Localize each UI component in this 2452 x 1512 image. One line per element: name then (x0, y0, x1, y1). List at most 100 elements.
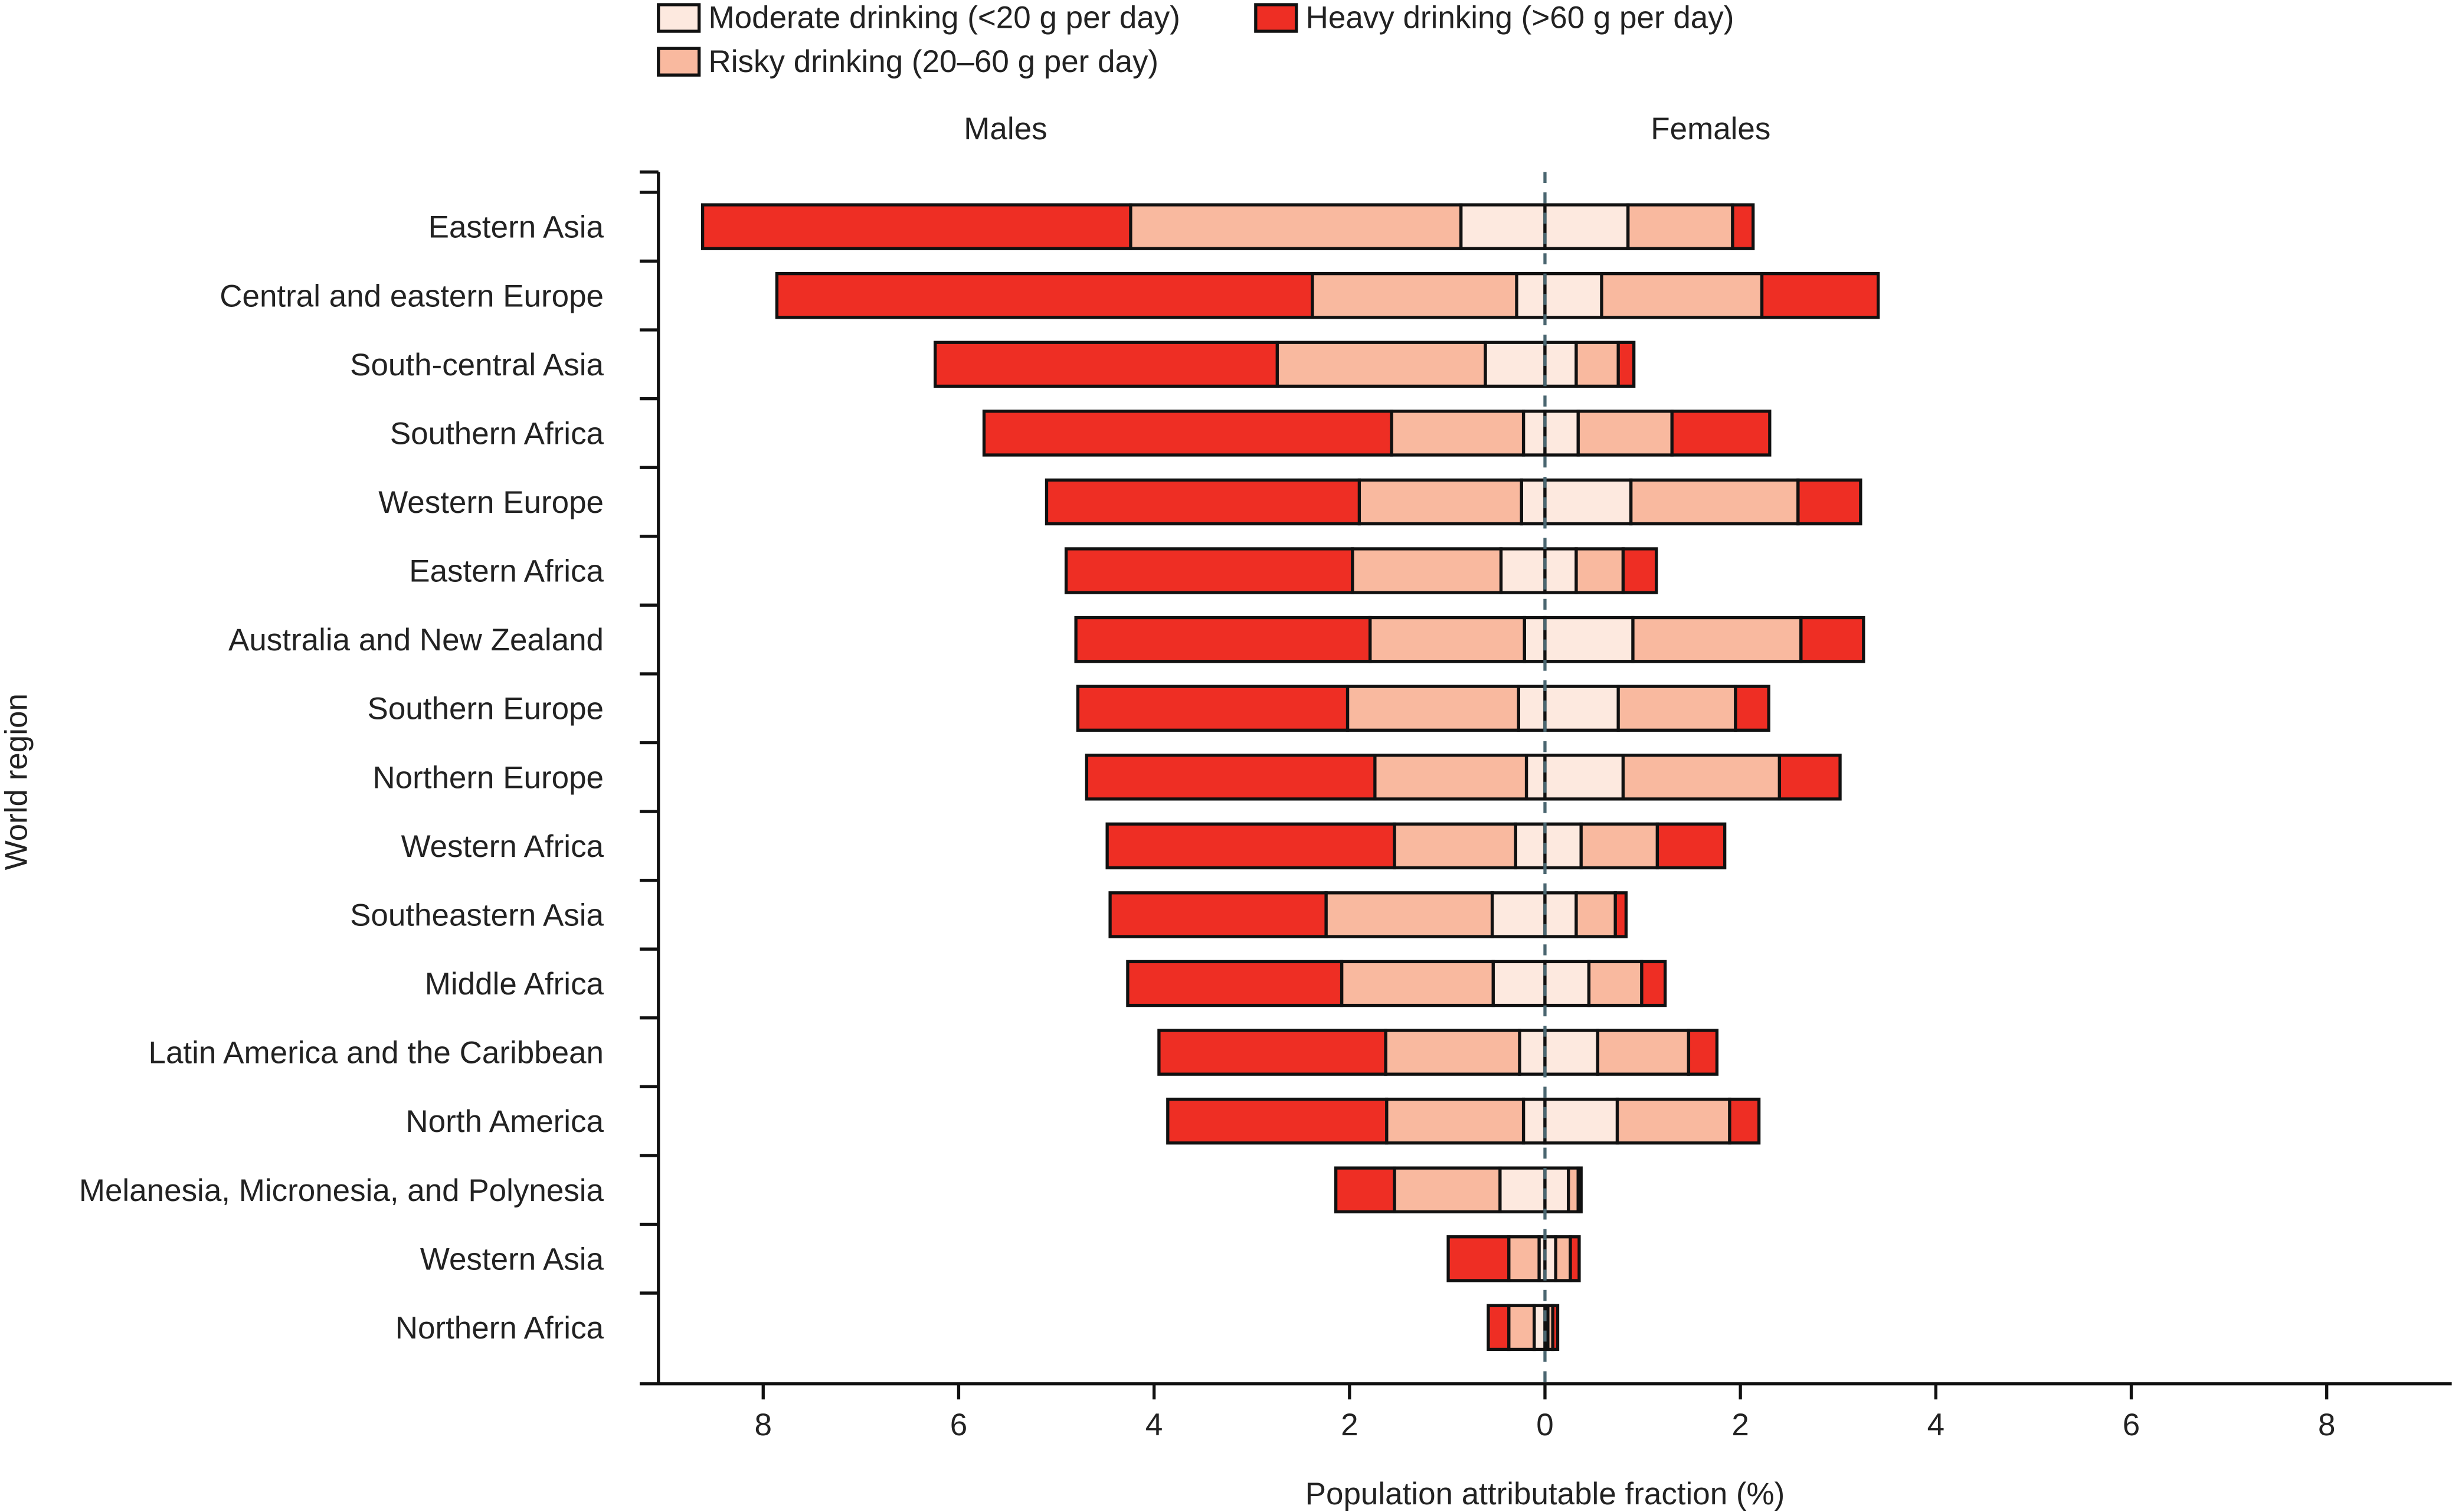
bar-males-risky (1507, 1304, 1536, 1351)
bar-males-risky (1340, 960, 1495, 1007)
bar-males-moderate (1490, 891, 1547, 938)
bar-group (1334, 1166, 1583, 1213)
bar-group (1446, 1235, 1581, 1282)
bar-males-heavy (1076, 685, 1350, 732)
x-tick-label: 8 (2318, 1408, 2335, 1442)
legend: Moderate drinking (<20 g per day) Heavy d… (657, 1, 1734, 79)
bar-females-risky (1600, 272, 1764, 319)
bar-group (1487, 1304, 1560, 1351)
bar-females-moderate (1543, 960, 1591, 1007)
bar-males-moderate (1521, 1097, 1547, 1145)
bar-females-risky (1574, 547, 1625, 594)
x-tick-label: 2 (1731, 1408, 1749, 1442)
category-label: Southern Africa (390, 416, 604, 451)
bar-females-moderate (1543, 341, 1578, 388)
bar-females-risky (1574, 891, 1617, 938)
bar-males-risky (1393, 1166, 1502, 1213)
axes: Eastern Asia Central and eastern Europe So… (79, 170, 2452, 1442)
legend-label-risky: Risky drinking (20–60 g per day) (709, 44, 1159, 79)
legend-swatch-heavy (1254, 3, 1298, 33)
bar-females-heavy (1640, 960, 1667, 1007)
bar-males-heavy (1045, 478, 1361, 526)
bar-males-moderate (1523, 616, 1547, 663)
bar-group (700, 203, 1755, 250)
bar-males-risky (1357, 478, 1523, 526)
bar-group (982, 410, 1772, 457)
bar-males-heavy (1487, 1304, 1511, 1351)
bar-females-risky (1621, 754, 1782, 801)
bar-males-risky (1373, 754, 1528, 801)
bar-males-heavy (700, 203, 1132, 250)
category-label: South-central Asia (350, 348, 604, 382)
category-label: Southeastern Asia (350, 898, 604, 932)
bar-males-moderate (1491, 960, 1547, 1007)
bar-females-heavy (1687, 1029, 1719, 1076)
bar-males-risky (1384, 1029, 1521, 1076)
bar-females-risky (1579, 822, 1659, 870)
bar-males-heavy (775, 272, 1314, 319)
bar-group (1166, 1097, 1761, 1145)
bar-males-moderate (1520, 478, 1547, 526)
bar-group (1157, 1029, 1719, 1076)
bar-males-moderate (1515, 272, 1547, 319)
bar-males-risky (1368, 616, 1526, 663)
bar-females-heavy (1734, 685, 1770, 732)
bar-males-moderate (1524, 754, 1547, 801)
y-axis-label: World region (0, 693, 34, 870)
x-tick-label: 6 (950, 1408, 967, 1442)
bar-males-risky (1390, 410, 1525, 457)
bar-females-heavy (1760, 272, 1880, 319)
bar-males-moderate (1459, 203, 1547, 250)
bar-males-heavy (934, 341, 1279, 388)
bar-females-moderate (1543, 272, 1603, 319)
bar-females-heavy (1799, 616, 1865, 663)
bar-males-moderate (1499, 547, 1547, 594)
bar-females-heavy (1616, 341, 1636, 388)
bar-females-moderate (1543, 891, 1578, 938)
bar-females-moderate (1543, 410, 1580, 457)
bar-females-moderate (1543, 1235, 1557, 1282)
category-label: Southern Europe (368, 692, 604, 726)
bar-group (1045, 478, 1862, 526)
bar-females-heavy (1670, 410, 1772, 457)
bar-males-heavy (982, 410, 1393, 457)
x-tick-label: 2 (1341, 1408, 1358, 1442)
bar-males-risky (1385, 1097, 1525, 1145)
category-label: Eastern Africa (409, 554, 604, 589)
bar-males-heavy (1166, 1097, 1389, 1145)
bar-females-moderate (1543, 1166, 1570, 1213)
bar-females-moderate (1543, 1029, 1600, 1076)
x-tick-label: 0 (1536, 1408, 1553, 1442)
bar-females-risky (1615, 1097, 1731, 1145)
bar-males-moderate (1518, 1029, 1547, 1076)
bar-males-heavy (1446, 1235, 1511, 1282)
bar-females-risky (1629, 478, 1800, 526)
bar-males-risky (1507, 1235, 1541, 1282)
bar-females-heavy (1613, 891, 1628, 938)
bar-females-moderate (1543, 754, 1625, 801)
category-label: Australia and New Zealand (228, 623, 604, 657)
bar-males-risky (1351, 547, 1503, 594)
legend-swatch-risky (657, 47, 701, 77)
bar-males-moderate (1484, 341, 1547, 388)
bar-females-risky (1596, 1029, 1691, 1076)
bar-females-heavy (1777, 754, 1842, 801)
legend-label-moderate: Moderate drinking (<20 g per day) (709, 1, 1180, 35)
females-panel-label: Females (1651, 112, 1770, 146)
bar-females-heavy (1576, 1166, 1583, 1213)
category-label: Western Africa (401, 829, 604, 864)
males-panel-label: Males (964, 112, 1047, 146)
bar-females-moderate (1543, 822, 1583, 870)
bar-females-risky (1574, 341, 1620, 388)
bar-females-heavy (1569, 1235, 1581, 1282)
category-label: Central and eastern Europe (220, 279, 604, 313)
category-label: Western Asia (420, 1242, 604, 1277)
legend-swatch-moderate (657, 3, 701, 33)
bar-group (1085, 754, 1842, 801)
category-label: Northern Africa (395, 1311, 604, 1346)
bar-females-heavy (1655, 822, 1727, 870)
bar-males-heavy (1085, 754, 1377, 801)
bar-males-heavy (1074, 616, 1372, 663)
bar-females-heavy (1728, 1097, 1761, 1145)
